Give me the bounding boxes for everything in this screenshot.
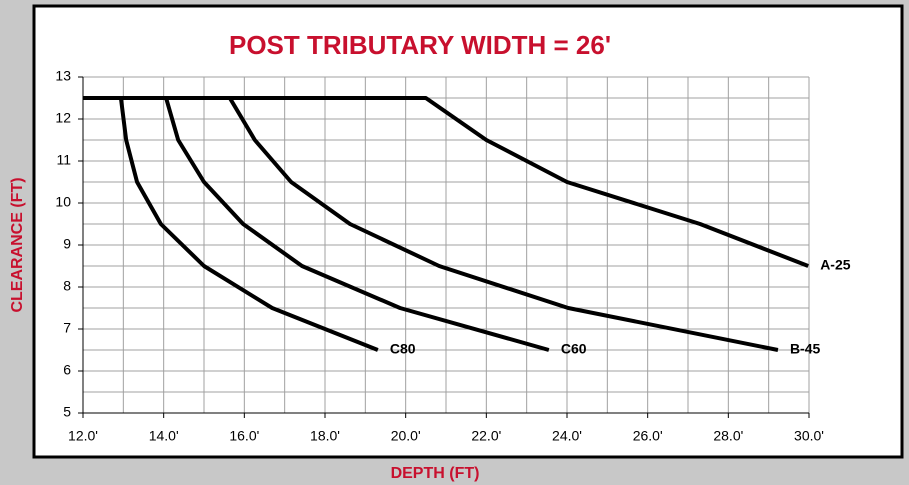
y-tick-label: 6 bbox=[63, 362, 71, 378]
x-tick-label: 16.0' bbox=[229, 428, 259, 444]
x-tick-label: 24.0' bbox=[552, 428, 582, 444]
series-label: C80 bbox=[390, 341, 416, 357]
series-label: B-45 bbox=[790, 341, 821, 357]
x-tick-label: 18.0' bbox=[310, 428, 340, 444]
series-label: A-25 bbox=[820, 257, 851, 273]
x-tick-label: 14.0' bbox=[149, 428, 179, 444]
y-tick-label: 10 bbox=[55, 194, 71, 210]
y-tick-label: 8 bbox=[63, 278, 71, 294]
y-tick-label: 7 bbox=[63, 320, 71, 336]
y-axis-label: CLEARANCE (FT) bbox=[9, 177, 26, 312]
y-tick-label: 11 bbox=[56, 152, 71, 168]
x-tick-label: 20.0' bbox=[391, 428, 421, 444]
series-label: C60 bbox=[561, 341, 587, 357]
y-tick-label: 5 bbox=[63, 404, 71, 420]
x-tick-label: 12.0' bbox=[68, 428, 98, 444]
line bbox=[83, 96, 550, 352]
x-tick-label: 22.0' bbox=[471, 428, 501, 444]
x-tick-label: 26.0' bbox=[633, 428, 663, 444]
chart-title: POST TRIBUTARY WIDTH = 26' bbox=[229, 30, 611, 60]
x-tick-label: 28.0' bbox=[713, 428, 743, 444]
x-tick-label: 30.0' bbox=[794, 428, 824, 444]
panel bbox=[32, 4, 904, 459]
y-tick-label: 9 bbox=[63, 236, 71, 252]
line bbox=[83, 96, 779, 352]
y-tick-label: 13 bbox=[55, 68, 71, 84]
line bbox=[83, 96, 379, 352]
x-axis-label: DEPTH (FT) bbox=[391, 465, 480, 482]
y-tick-label: 12 bbox=[55, 110, 71, 126]
line bbox=[83, 96, 809, 268]
